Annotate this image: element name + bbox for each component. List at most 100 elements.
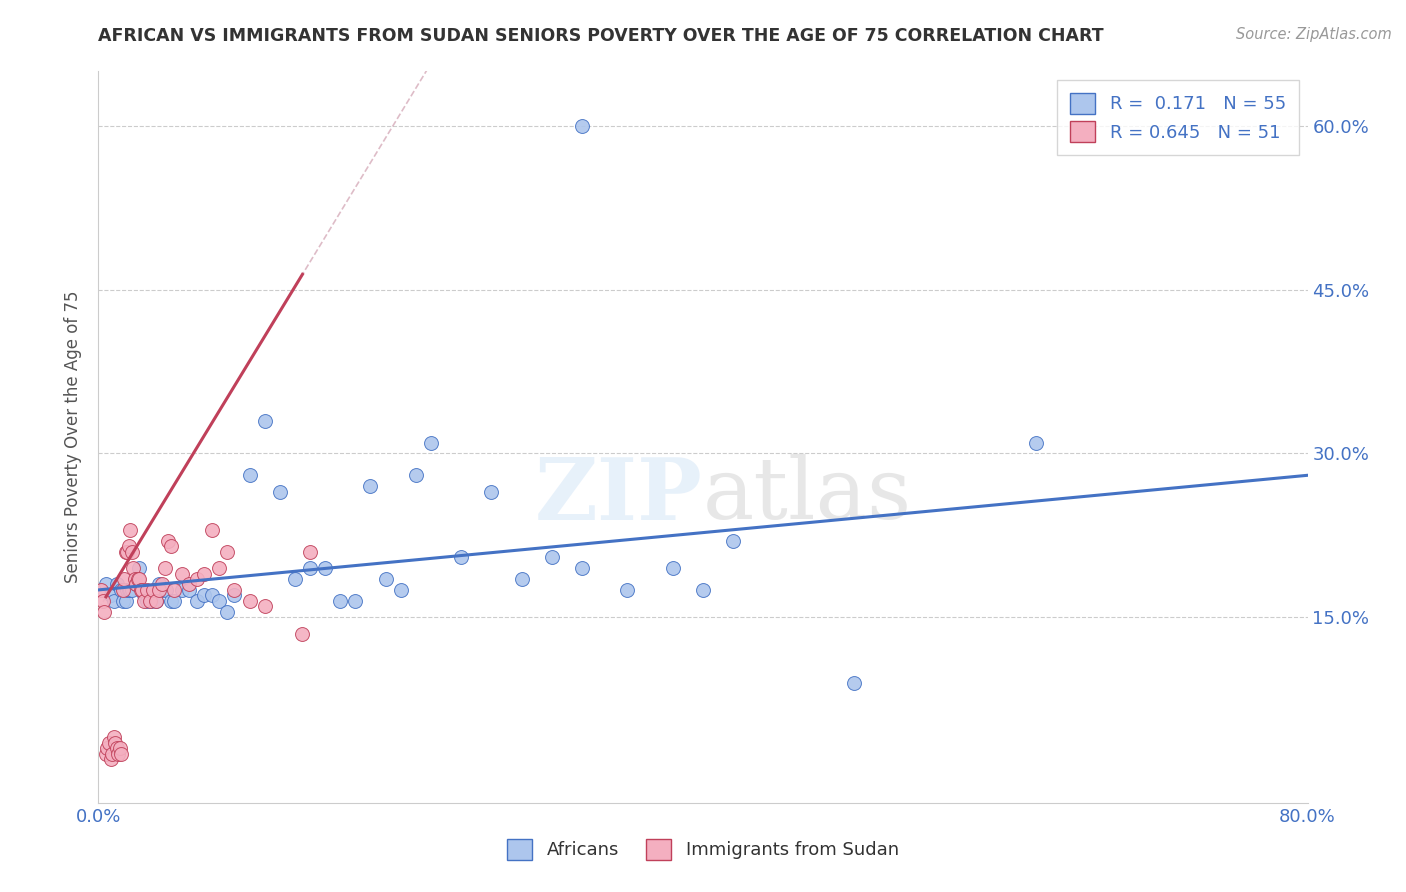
Point: [616, 582, 638, 597]
Point: [125, 577, 148, 591]
Point: [108, 741, 131, 756]
Point: [148, 577, 170, 591]
Point: [329, 594, 352, 608]
Text: AFRICAN VS IMMIGRANTS FROM SUDAN SENIORS POVERTY OVER THE AGE OF 75 CORRELATION : AFRICAN VS IMMIGRANTS FROM SUDAN SENIORS…: [98, 27, 1104, 45]
Point: [90, 582, 112, 597]
Point: [208, 561, 231, 575]
Point: [201, 588, 224, 602]
Point: [156, 533, 179, 548]
Legend: Africans, Immigrants from Sudan: Africans, Immigrants from Sudan: [499, 831, 907, 867]
Point: [374, 572, 396, 586]
Point: [142, 582, 165, 597]
Point: [103, 594, 125, 608]
Point: [253, 599, 276, 614]
Point: [314, 561, 336, 575]
Point: [179, 577, 201, 591]
Point: [344, 594, 367, 608]
Point: [118, 582, 141, 597]
Point: [160, 539, 183, 553]
Point: [120, 582, 142, 597]
Point: [135, 582, 157, 597]
Point: [284, 572, 307, 586]
Point: [224, 582, 246, 597]
Point: [100, 752, 122, 766]
Point: [163, 582, 186, 597]
Point: [100, 588, 122, 602]
Point: [114, 545, 136, 559]
Point: [145, 594, 167, 608]
Text: Source: ZipAtlas.com: Source: ZipAtlas.com: [1236, 27, 1392, 42]
Point: [110, 582, 132, 597]
Point: [239, 594, 262, 608]
Point: [481, 484, 503, 499]
Point: [115, 582, 138, 597]
Point: [121, 545, 143, 559]
Text: ZIP: ZIP: [536, 454, 703, 538]
Point: [124, 572, 146, 586]
Point: [103, 731, 125, 745]
Point: [150, 577, 173, 591]
Point: [224, 588, 246, 602]
Point: [111, 594, 134, 608]
Point: [510, 572, 533, 586]
Point: [253, 414, 276, 428]
Point: [291, 626, 314, 640]
Point: [269, 484, 291, 499]
Point: [131, 582, 153, 597]
Point: [193, 588, 215, 602]
Point: [101, 747, 124, 761]
Point: [186, 594, 208, 608]
Point: [170, 566, 193, 581]
Point: [299, 545, 322, 559]
Point: [155, 582, 177, 597]
Point: [170, 582, 193, 597]
Point: [132, 588, 155, 602]
Point: [111, 582, 134, 597]
Point: [104, 736, 127, 750]
Point: [93, 605, 115, 619]
Point: [94, 577, 117, 591]
Point: [105, 577, 128, 591]
Point: [692, 582, 714, 597]
Point: [723, 533, 745, 548]
Text: atlas: atlas: [703, 454, 912, 537]
Point: [163, 594, 186, 608]
Point: [420, 435, 443, 450]
Point: [125, 577, 148, 591]
Point: [662, 561, 685, 575]
Point: [128, 561, 150, 575]
Point: [186, 572, 208, 586]
Point: [153, 561, 176, 575]
Point: [122, 561, 145, 575]
Y-axis label: Seniors Poverty Over the Age of 75: Seniors Poverty Over the Age of 75: [65, 291, 83, 583]
Point: [129, 582, 152, 597]
Point: [115, 545, 138, 559]
Point: [160, 594, 183, 608]
Point: [118, 539, 141, 553]
Point: [145, 594, 167, 608]
Point: [179, 582, 201, 597]
Point: [215, 605, 238, 619]
Point: [571, 119, 593, 133]
Point: [299, 561, 322, 575]
Point: [105, 741, 128, 756]
Point: [107, 747, 129, 761]
Point: [844, 675, 866, 690]
Point: [148, 582, 170, 597]
Point: [389, 582, 412, 597]
Point: [201, 523, 224, 537]
Point: [239, 468, 262, 483]
Point: [91, 594, 114, 608]
Point: [139, 594, 162, 608]
Point: [360, 479, 382, 493]
Point: [150, 582, 173, 597]
Point: [121, 582, 143, 597]
Point: [135, 594, 157, 608]
Point: [1024, 435, 1046, 450]
Point: [110, 747, 132, 761]
Point: [450, 550, 472, 565]
Point: [98, 736, 121, 750]
Point: [208, 594, 231, 608]
Point: [141, 594, 163, 608]
Point: [132, 594, 155, 608]
